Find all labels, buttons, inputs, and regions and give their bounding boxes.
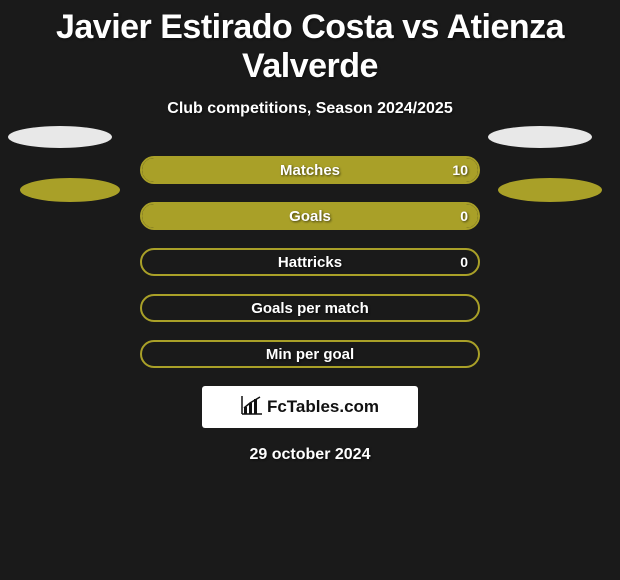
stat-bar-label: Matches [280,162,340,179]
brand-text: FcTables.com [267,397,379,417]
stat-bar: Goals 0 [140,202,480,230]
stats-bars: Matches 10 Goals 0 Hattricks 0 Goals per match… [140,156,480,368]
stat-bar: Goals per match [140,294,480,322]
decorative-ellipse [20,178,120,202]
decorative-ellipse [488,126,592,148]
stat-bar-value: 0 [460,254,468,270]
page-subtitle: Club competitions, Season 2024/2025 [0,100,620,118]
decorative-ellipse [498,178,602,202]
stat-bar-label: Hattricks [278,254,342,271]
stat-bar: Matches 10 [140,156,480,184]
brand-box[interactable]: FcTables.com [202,386,418,428]
stat-bar-label: Goals per match [251,300,369,317]
stat-bar: Min per goal [140,340,480,368]
date-text: 29 october 2024 [0,446,620,464]
bars-chart-icon [241,395,263,420]
stat-bar-label: Min per goal [266,346,354,363]
stat-bar-label: Goals [289,208,331,225]
stat-bar: Hattricks 0 [140,248,480,276]
stat-bar-value: 0 [460,208,468,224]
page-title: Javier Estirado Costa vs Atienza Valverd… [0,0,620,86]
stat-bar-value: 10 [452,162,468,178]
decorative-ellipse [8,126,112,148]
